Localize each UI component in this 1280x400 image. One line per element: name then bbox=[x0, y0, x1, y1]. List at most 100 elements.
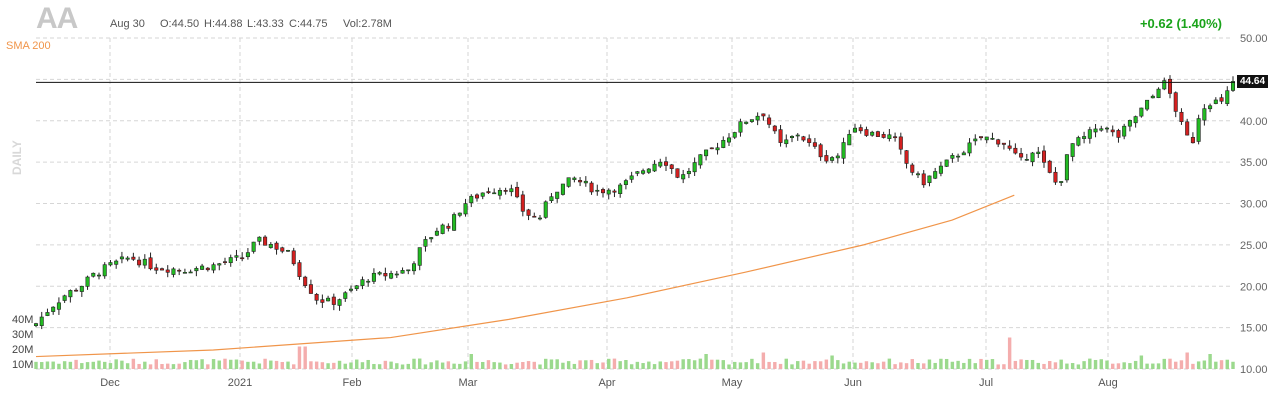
volume-bar bbox=[704, 354, 708, 369]
volume-bar bbox=[143, 361, 147, 369]
volume-bar bbox=[481, 361, 485, 369]
y-tick-label: 35.00 bbox=[1240, 157, 1268, 169]
volume-bar bbox=[492, 362, 496, 369]
volume-bar bbox=[452, 363, 456, 369]
candle-body bbox=[119, 256, 124, 260]
candle-body bbox=[1099, 128, 1104, 131]
candle-body bbox=[1047, 160, 1052, 173]
candle-body bbox=[257, 236, 262, 242]
candle-body bbox=[297, 262, 302, 277]
volume-bar bbox=[1139, 355, 1144, 369]
candle-body bbox=[526, 209, 531, 216]
volume-bar bbox=[469, 354, 473, 369]
volume-bar bbox=[34, 361, 38, 369]
volume-tick-label: 20M bbox=[12, 344, 33, 356]
volume-bar bbox=[733, 361, 737, 369]
candle-body bbox=[159, 268, 165, 271]
volume-bar bbox=[188, 359, 193, 369]
candle-body bbox=[938, 165, 943, 174]
volume-bar bbox=[400, 364, 405, 369]
candle-body bbox=[51, 306, 56, 312]
candle-body bbox=[234, 255, 239, 258]
volume-bar bbox=[1156, 363, 1161, 369]
volume-bar bbox=[120, 360, 124, 369]
header-volume: Vol:2.78M bbox=[343, 18, 392, 30]
candle-body bbox=[337, 299, 342, 306]
candle-body bbox=[74, 289, 79, 292]
volume-bar bbox=[1202, 360, 1207, 369]
candle-body bbox=[749, 119, 754, 122]
volume-bar bbox=[715, 359, 720, 369]
candle-body bbox=[904, 150, 909, 164]
sma-200-line bbox=[35, 194, 1015, 358]
volume-bar bbox=[194, 360, 199, 369]
candle-body bbox=[182, 272, 187, 274]
volume-bar bbox=[62, 361, 67, 369]
candle-body bbox=[200, 265, 205, 270]
candle-body bbox=[961, 152, 966, 156]
candle-body bbox=[245, 252, 250, 258]
volume-bar bbox=[916, 363, 920, 369]
volume-bar bbox=[1036, 362, 1040, 369]
volume-bar bbox=[807, 363, 811, 369]
candle-body bbox=[967, 142, 972, 154]
candle-body bbox=[984, 136, 989, 141]
candle-body bbox=[91, 272, 96, 277]
candle-body bbox=[893, 136, 898, 139]
candle-body bbox=[366, 280, 371, 283]
candle-body bbox=[240, 257, 245, 260]
candle-body bbox=[812, 142, 817, 147]
candle-body bbox=[915, 173, 921, 176]
volume-bar bbox=[624, 359, 628, 369]
volume-bar bbox=[698, 358, 703, 369]
volume-bar bbox=[360, 362, 365, 369]
candle-body bbox=[291, 250, 296, 265]
volume-bar bbox=[773, 362, 777, 369]
candle-body bbox=[469, 195, 474, 204]
candle-body bbox=[543, 201, 548, 218]
candle-body bbox=[326, 297, 331, 302]
volume-bar bbox=[532, 361, 536, 369]
candle-body bbox=[898, 136, 903, 150]
volume-bar bbox=[692, 360, 697, 369]
candle-body bbox=[858, 127, 863, 132]
candle-body bbox=[1145, 99, 1150, 110]
volume-bar bbox=[309, 361, 313, 369]
candle-body bbox=[1041, 150, 1047, 163]
volume-bar bbox=[1070, 363, 1075, 369]
volume-bar bbox=[813, 361, 817, 369]
volume-bar bbox=[211, 359, 216, 369]
volume-bar bbox=[97, 360, 101, 369]
y-tick-label: 30.00 bbox=[1240, 199, 1268, 211]
candle-body bbox=[1213, 99, 1218, 104]
candle-body bbox=[1202, 108, 1207, 121]
candle-body bbox=[532, 215, 537, 218]
volume-bar bbox=[933, 362, 937, 369]
candle-body bbox=[251, 241, 256, 252]
volume-bar bbox=[51, 361, 55, 369]
volume-bar bbox=[263, 358, 267, 369]
candle-body bbox=[1127, 120, 1132, 127]
volume-bar bbox=[584, 360, 588, 369]
candle-body bbox=[480, 192, 485, 197]
candle-body bbox=[692, 162, 697, 173]
volume-bar bbox=[223, 358, 227, 369]
volume-bar bbox=[1225, 359, 1229, 369]
volume-bar bbox=[125, 363, 130, 369]
volume-bar bbox=[509, 363, 514, 369]
candle-body bbox=[308, 284, 313, 294]
candle-body bbox=[1104, 127, 1110, 130]
candle-body bbox=[1156, 88, 1161, 99]
ticker-symbol: AA bbox=[36, 2, 78, 35]
current-price-badge: 44.64 bbox=[1237, 75, 1269, 88]
volume-bar bbox=[458, 363, 462, 369]
header-close: C:44.75 bbox=[289, 18, 328, 30]
candle-body bbox=[623, 180, 628, 185]
candle-body bbox=[887, 134, 892, 139]
volume-bar bbox=[652, 364, 657, 369]
volume-bar bbox=[549, 359, 554, 369]
candle-body bbox=[515, 186, 520, 198]
candle-body bbox=[188, 271, 193, 274]
